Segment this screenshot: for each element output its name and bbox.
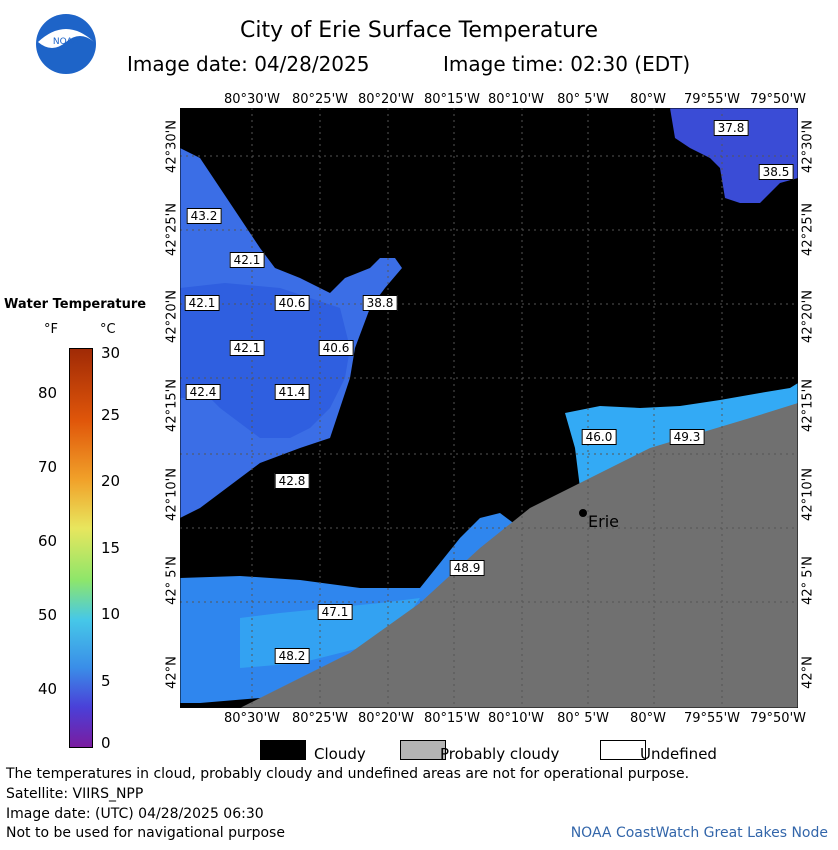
- page-title: City of Erie Surface Temperature: [239, 18, 599, 43]
- latitude-label-right: 42°15'N: [800, 379, 816, 432]
- celsius-tick: 5: [101, 672, 111, 690]
- credit-link[interactable]: NOAA CoastWatch Great Lakes Node: [570, 825, 828, 841]
- latitude-label-left: 42°25'N: [164, 203, 180, 256]
- probably-cloudy-swatch: [400, 740, 446, 760]
- image-time: Image time: 02:30 (EDT): [443, 52, 691, 76]
- latitude-label-right: 42°30'N: [800, 120, 816, 173]
- temperature-label: 49.3: [669, 429, 705, 445]
- fahrenheit-tick: 50: [38, 606, 58, 624]
- longitude-label-top: 79°50'W: [749, 92, 807, 107]
- temperature-label: 48.2: [274, 648, 310, 664]
- temperature-label: 42.8: [274, 473, 310, 489]
- latitude-label-right: 42°N: [800, 656, 816, 689]
- longitude-label-bottom: 79°55'W: [683, 711, 741, 726]
- latitude-label-left: 42°N: [164, 656, 180, 689]
- longitude-label-top: 80°25'W: [291, 92, 349, 107]
- celsius-tick: 15: [101, 539, 121, 557]
- fahrenheit-tick: 70: [38, 458, 58, 476]
- temperature-label: 42.1: [184, 295, 220, 311]
- temperature-label: 43.2: [186, 208, 222, 224]
- temperature-label: 40.6: [318, 340, 354, 356]
- longitude-label-bottom: 80°W: [630, 711, 666, 726]
- celsius-tick: 30: [101, 344, 121, 362]
- temperature-label: 42.1: [229, 340, 265, 356]
- longitude-label-top: 80°20'W: [357, 92, 415, 107]
- undefined-label: Undefined: [640, 745, 717, 763]
- longitude-label-top: 80°15'W: [423, 92, 481, 107]
- celsius-tick: 20: [101, 472, 121, 490]
- latitude-label-left: 42°10'N: [164, 468, 180, 521]
- latitude-label-right: 42°25'N: [800, 203, 816, 256]
- longitude-label-top: 80° 5'W: [557, 92, 609, 107]
- latitude-label-right: 42° 5'N: [800, 556, 816, 605]
- utc-date: Image date: (UTC) 04/28/2025 06:30: [6, 806, 264, 822]
- satellite-info: Satellite: VIIRS_NPP: [6, 786, 144, 802]
- longitude-label-bottom: 80° 5'W: [557, 711, 609, 726]
- fahrenheit-tick: 60: [38, 532, 58, 550]
- latitude-label-right: 42°20'N: [800, 290, 816, 343]
- noaa-logo: NOAA: [36, 14, 96, 74]
- cloudy-swatch: [260, 740, 306, 760]
- longitude-label-top: 79°55'W: [683, 92, 741, 107]
- longitude-label-bottom: 79°50'W: [749, 711, 807, 726]
- celsius-tick: 0: [101, 734, 111, 752]
- color-scale-bar: [69, 348, 93, 748]
- probably-cloudy-label: Probably cloudy: [440, 745, 560, 763]
- city-label: Erie: [588, 512, 619, 531]
- fahrenheit-tick: 80: [38, 384, 58, 402]
- temperature-label: 42.4: [185, 384, 221, 400]
- temperature-label: 42.1: [229, 252, 265, 268]
- latitude-label-left: 42°30'N: [164, 120, 180, 173]
- disclaimer-note: The temperatures in cloud, probably clou…: [6, 766, 690, 782]
- undefined-swatch: [600, 740, 646, 760]
- temperature-label: 41.4: [274, 384, 310, 400]
- temperature-label: 37.8: [713, 120, 749, 136]
- longitude-label-bottom: 80°30'W: [223, 711, 281, 726]
- latitude-label-left: 42° 5'N: [164, 556, 180, 605]
- temperature-map: [180, 108, 798, 708]
- navigation-note: Not to be used for navigational purpose: [6, 825, 285, 841]
- longitude-label-bottom: 80°10'W: [487, 711, 545, 726]
- longitude-label-top: 80°W: [630, 92, 666, 107]
- svg-text:NOAA: NOAA: [53, 37, 80, 47]
- latitude-label-left: 42°20'N: [164, 290, 180, 343]
- legend-unit-c: °C: [100, 322, 116, 337]
- temperature-label: 38.8: [362, 295, 398, 311]
- image-date: Image date: 04/28/2025: [127, 52, 370, 76]
- fahrenheit-tick: 40: [38, 680, 58, 698]
- longitude-label-top: 80°30'W: [223, 92, 281, 107]
- longitude-label-bottom: 80°25'W: [291, 711, 349, 726]
- temperature-label: 38.5: [758, 164, 794, 180]
- legend-title: Water Temperature: [4, 297, 147, 312]
- longitude-label-top: 80°10'W: [487, 92, 545, 107]
- latitude-label-left: 42°15'N: [164, 379, 180, 432]
- temperature-label: 46.0: [581, 429, 617, 445]
- longitude-label-bottom: 80°20'W: [357, 711, 415, 726]
- legend-unit-f: °F: [44, 322, 58, 337]
- temperature-label: 40.6: [274, 295, 310, 311]
- latitude-label-right: 42°10'N: [800, 468, 816, 521]
- temperature-label: 47.1: [317, 604, 353, 620]
- cloudy-label: Cloudy: [314, 745, 366, 763]
- temperature-label: 48.9: [449, 560, 485, 576]
- celsius-tick: 25: [101, 406, 121, 424]
- longitude-label-bottom: 80°15'W: [423, 711, 481, 726]
- celsius-tick: 10: [101, 605, 121, 623]
